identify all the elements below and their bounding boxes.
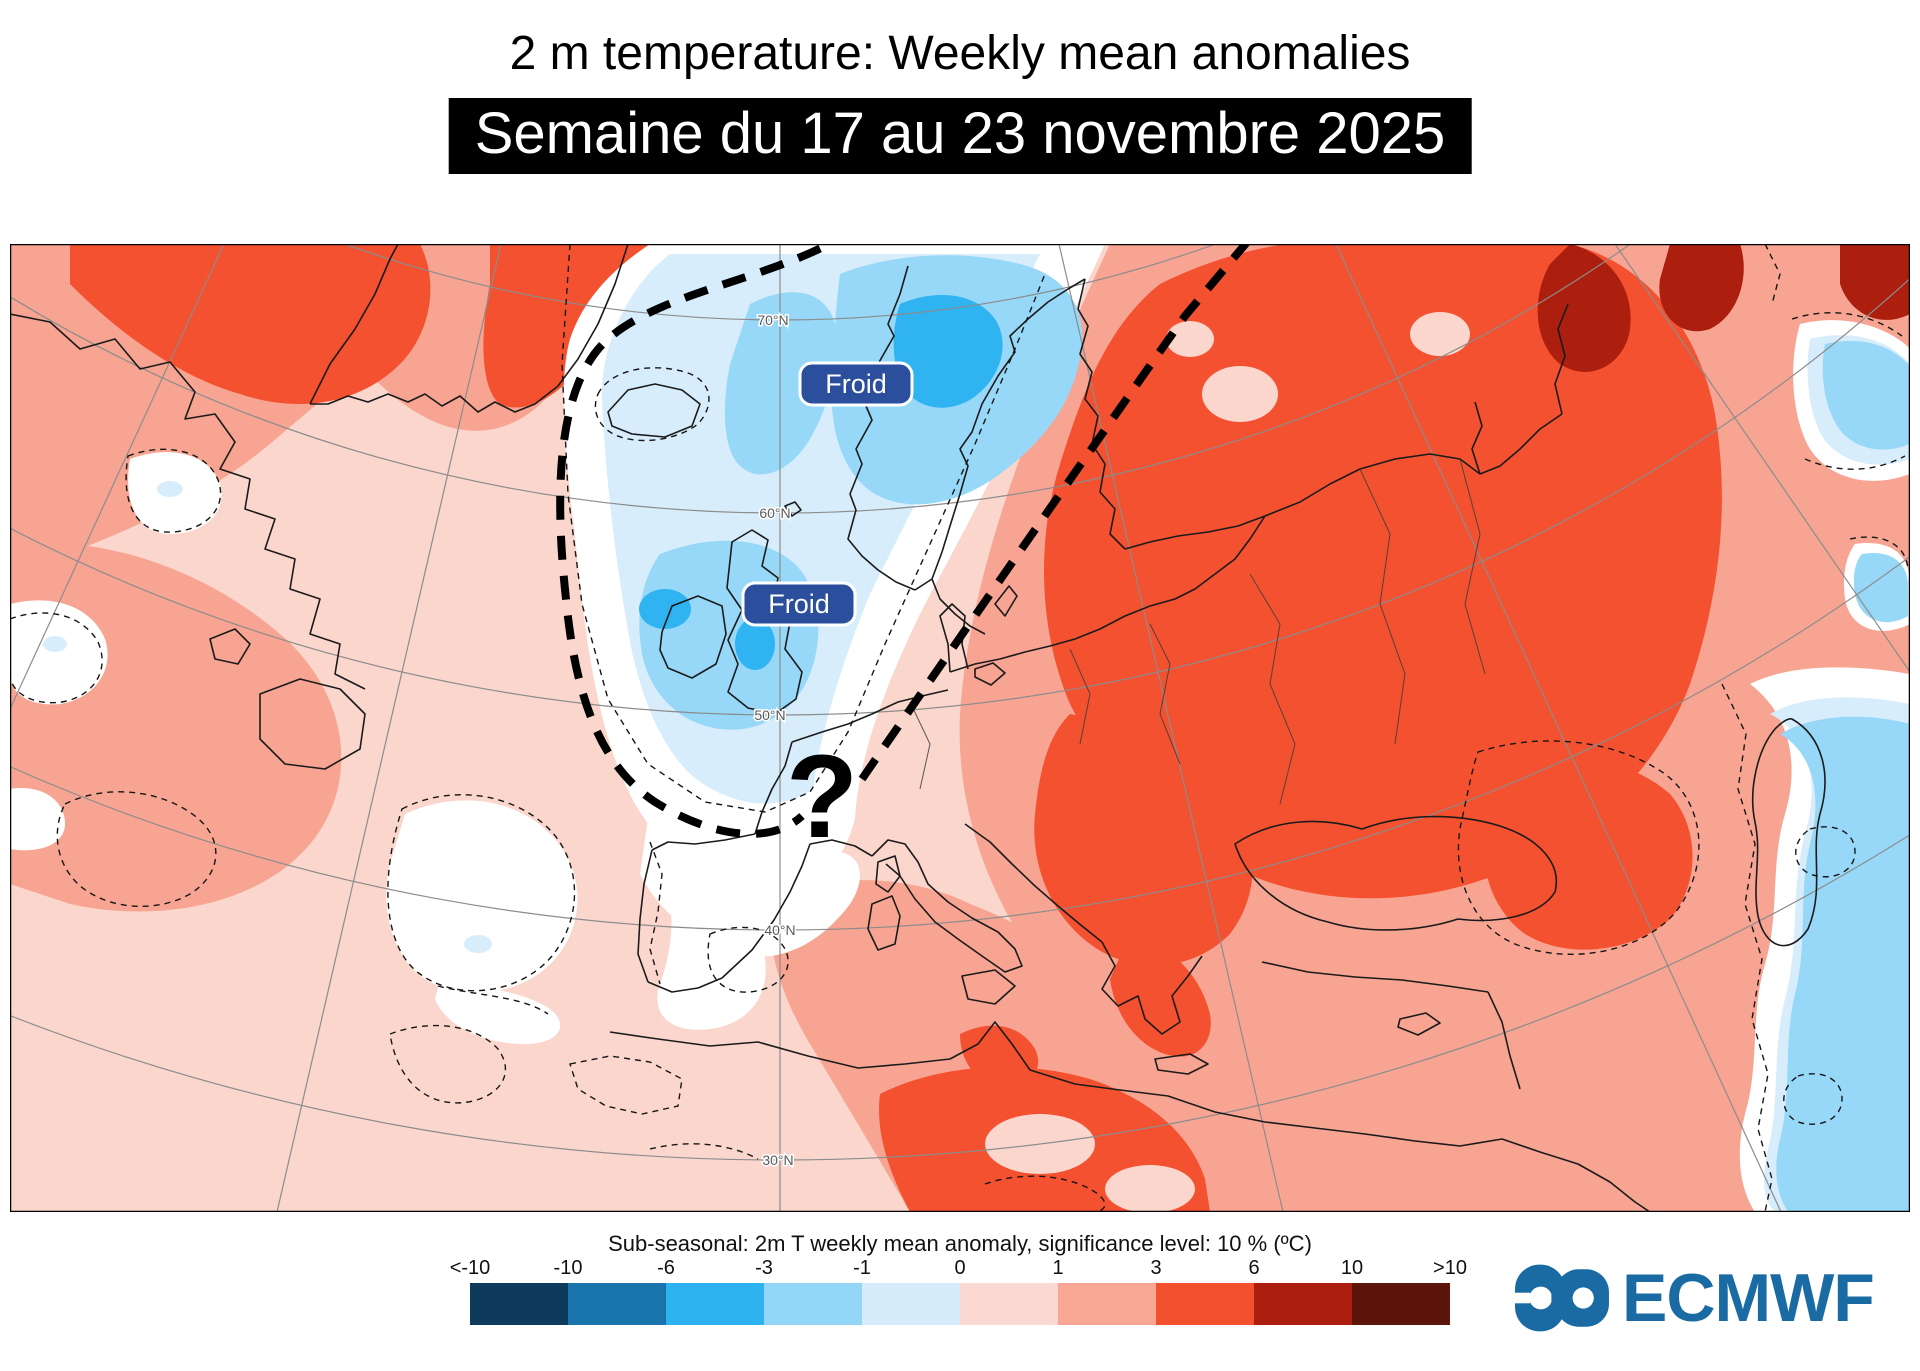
colorbar-cell-1 — [568, 1283, 666, 1325]
colorbar-cell-3 — [764, 1283, 862, 1325]
colorbar-cell-0 — [470, 1283, 568, 1325]
uncertainty-question-mark: ? — [786, 731, 858, 863]
latitude-labels: 70°N 60°N 50°N 40°N 30°N — [753, 311, 797, 1170]
colorbar-tick-10: >10 — [1433, 1257, 1467, 1279]
colorbar-cell-7 — [1156, 1283, 1254, 1325]
ecmwf-logo: ECMWF — [1512, 1258, 1875, 1338]
colorbar-tick-2: -6 — [657, 1257, 675, 1279]
colorbar-tick-3: -3 — [755, 1257, 773, 1279]
cool-3-6-cores — [639, 295, 1003, 670]
colorbar-cell-9 — [1352, 1283, 1450, 1325]
colorbar-cell-2 — [666, 1283, 764, 1325]
froid-label-west: Froid — [768, 589, 830, 619]
colorbar-tick-9: 10 — [1340, 1257, 1364, 1279]
significance-contours — [10, 244, 1909, 1212]
colorbar-tick-labels: <-10 -10 -6 -3 -1 0 1 3 6 10 >10 — [450, 1257, 1467, 1279]
cold-boundary-contour — [556, 244, 1251, 838]
lat-label-60n: 60°N — [759, 505, 790, 521]
lat-label-40n: 40°N — [764, 922, 795, 938]
froid-annotation-north: Froid — [798, 361, 914, 407]
colorbar-cell-4 — [862, 1283, 960, 1325]
map-border — [9, 243, 1911, 1213]
legend-title: Sub-seasonal: 2m T weekly mean anomaly, … — [608, 1231, 1312, 1256]
colorbar-cell-8 — [1254, 1283, 1352, 1325]
lat-label-70n: 70°N — [757, 312, 788, 328]
lat-label-50n: 50°N — [754, 707, 785, 723]
map-canvas: 70°N 60°N 50°N 40°N 30°N Froid Froid ? — [9, 243, 1911, 1213]
country-borders — [909, 458, 1486, 805]
colorbar-tick-1: -10 — [553, 1257, 583, 1279]
colorbar-tick-7: 3 — [1150, 1257, 1162, 1279]
colorbar-tick-8: 6 — [1248, 1257, 1260, 1279]
colorbar-cell-5 — [960, 1283, 1058, 1325]
colorbar-tick-5: 0 — [954, 1257, 966, 1279]
page-title: 2 m temperature: Weekly mean anomalies — [509, 27, 1411, 80]
froid-label-north: Froid — [825, 369, 887, 399]
colorbar-tick-0: <-10 — [449, 1257, 491, 1279]
colorbar — [470, 1283, 1450, 1325]
colorbar-tick-6: 1 — [1052, 1257, 1064, 1279]
coastlines — [10, 244, 1826, 1212]
graticule — [10, 244, 1910, 1212]
anomaly-map: 70°N 60°N 50°N 40°N 30°N Froid Froid ? — [9, 243, 1911, 1213]
colorbar-cell-6 — [1058, 1283, 1156, 1325]
lat-label-30n: 30°N — [762, 1152, 793, 1168]
ecmwf-logo-text: ECMWF — [1622, 1260, 1875, 1336]
date-banner: Semaine du 17 au 23 novembre 2025 — [448, 98, 1472, 174]
ecmwf-emblem-icon — [1512, 1264, 1609, 1332]
colorbar-tick-4: -1 — [853, 1257, 871, 1279]
froid-annotation-west: Froid — [741, 581, 857, 627]
